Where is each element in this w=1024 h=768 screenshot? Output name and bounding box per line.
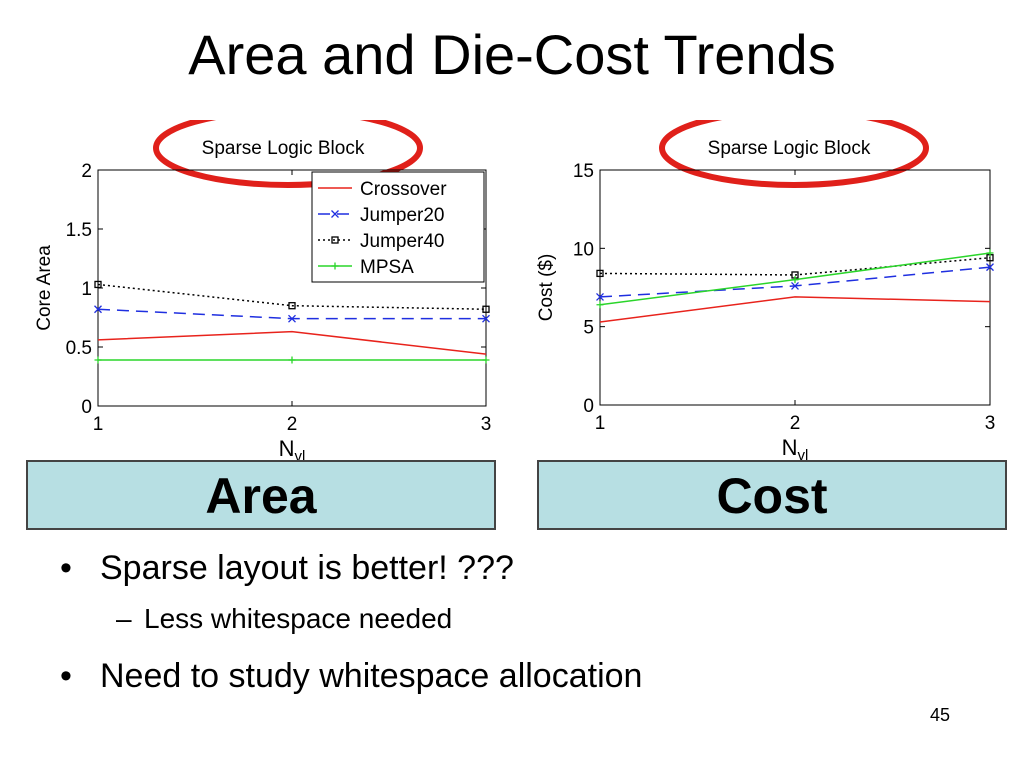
series-jumper20 xyxy=(596,263,994,301)
y-tick-label: 15 xyxy=(573,161,594,182)
series-mpsa xyxy=(94,356,490,364)
x-axis-label-subscript: vl xyxy=(295,448,306,460)
y-tick-label: 0 xyxy=(81,397,92,418)
chart-title: Sparse Logic Block xyxy=(202,138,365,159)
series-jumper20 xyxy=(94,305,490,323)
series-jumper40 xyxy=(94,280,490,313)
y-tick-label: 1.5 xyxy=(66,220,92,241)
x-axis-label-subscript: vl xyxy=(798,447,809,460)
x-tick-label: 2 xyxy=(790,413,801,434)
highlight-ellipse xyxy=(659,120,929,188)
x-tick-label: 1 xyxy=(93,414,104,435)
area-label-box: Area xyxy=(26,460,496,530)
x-axis-label: Nvl xyxy=(782,435,809,460)
y-tick-label: 0.5 xyxy=(66,338,92,359)
chart-title: Sparse Logic Block xyxy=(708,138,871,159)
bullet-item: Need to study whitespace allocation xyxy=(60,656,642,696)
y-tick-label: 1 xyxy=(81,279,92,300)
series-line xyxy=(97,283,487,310)
series-crossover xyxy=(97,330,487,355)
y-tick-label: 10 xyxy=(573,239,594,260)
cost-chart: Sparse Logic Block 0 5 10 15 1 2 3 Nvl Cost ($) xyxy=(536,120,996,460)
marker-plus xyxy=(986,249,994,257)
y-axis-label: Cost ($) xyxy=(536,254,557,322)
marker-x xyxy=(94,305,102,314)
legend-label: Jumper20 xyxy=(360,205,445,226)
y-tick-label: 0 xyxy=(583,396,594,417)
marker-square xyxy=(288,302,296,310)
marker-square xyxy=(94,280,102,289)
marker-x xyxy=(596,292,604,301)
y-tick-label: 2 xyxy=(81,161,92,182)
marker-x xyxy=(288,314,296,323)
sub-bullet-item: Less whitespace needed xyxy=(60,602,642,636)
marker-x xyxy=(986,263,994,272)
x-tick-label: 3 xyxy=(985,413,996,434)
series-line xyxy=(599,256,991,276)
marker-plus xyxy=(94,356,102,364)
series-mpsa xyxy=(596,249,994,309)
x-tick-label: 1 xyxy=(595,413,606,434)
series-jumper40 xyxy=(596,254,994,279)
page-number: 45 xyxy=(930,705,951,725)
marker-plus xyxy=(331,262,339,270)
legend-box xyxy=(311,171,485,283)
marker-plus xyxy=(791,276,799,284)
plot-frame xyxy=(599,169,991,406)
marker-plus xyxy=(482,356,490,364)
x-tick-label: 2 xyxy=(287,414,298,435)
marker-x xyxy=(331,210,339,218)
series-crossover xyxy=(599,296,991,323)
highlight-ellipse xyxy=(153,120,423,188)
marker-square xyxy=(482,305,490,313)
x-axis-label: Nvl xyxy=(279,436,306,460)
bullet-item: Sparse layout is better! ??? xyxy=(60,548,642,588)
marker-square xyxy=(331,236,339,244)
marker-square xyxy=(596,269,604,278)
legend: Crossover Jumper20 Jumper40 MPSA xyxy=(311,171,485,283)
slide-title: Area and Die-Cost Trends xyxy=(188,23,836,86)
y-tick-label: 5 xyxy=(583,318,594,339)
area-chart: Sparse Logic Block 0 0.5 1 1.5 2 1 2 3 Nvl Core Ar… xyxy=(34,120,492,460)
bullet-list: Sparse layout is better! ??? Less whites… xyxy=(60,548,642,696)
x-tick-label: 3 xyxy=(481,414,492,435)
legend-label: Jumper40 xyxy=(360,231,445,252)
series-line xyxy=(599,296,991,323)
legend-label: Crossover xyxy=(360,179,447,200)
y-axis-label: Core Area xyxy=(34,245,55,331)
marker-plus xyxy=(596,301,604,309)
legend-label: MPSA xyxy=(360,257,414,278)
marker-x xyxy=(482,314,490,323)
series-line xyxy=(97,330,487,355)
marker-plus xyxy=(288,356,296,364)
series-line xyxy=(97,308,486,320)
cost-label-box: Cost xyxy=(537,460,1007,530)
marker-x xyxy=(791,281,799,290)
